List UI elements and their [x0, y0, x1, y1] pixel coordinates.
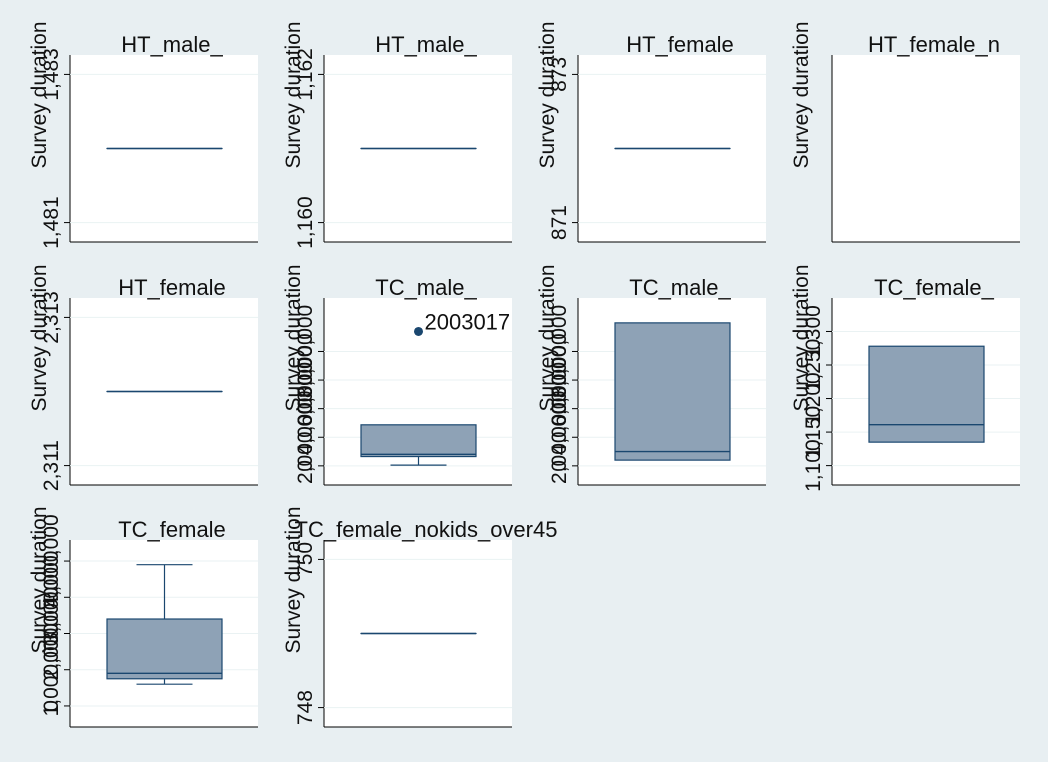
y-axis-label: Survey duration [536, 21, 559, 168]
y-axis-label: Survey duration [282, 506, 305, 653]
panel-title: TC_male_ [629, 275, 731, 300]
y-tick-label: 1,150 [802, 406, 825, 459]
y-tick-label: 1,162 [294, 48, 317, 101]
y-tick-label: 1,100 [802, 439, 825, 492]
panel-title: HT_female [626, 32, 734, 57]
panel-7: TC_male_ Survey duration 02,000,0004,000,0… [536, 264, 766, 486]
outlier-label: 2003017 [425, 309, 511, 334]
y-tick-label: 0 [548, 460, 571, 472]
box [868, 345, 985, 443]
y-tick-label: 2,000,000 [40, 587, 63, 680]
panel-title: HT_female [118, 275, 226, 300]
y-tick-label: 6,000,000 [548, 333, 571, 426]
y-axis-label: Survey duration [536, 264, 559, 411]
panel-title: TC_female [118, 517, 226, 542]
y-tick-label: 0 [40, 700, 63, 712]
y-axis-label: Survey duration [28, 21, 51, 168]
y-tick-label: 4,000,000 [40, 514, 63, 607]
y-axis-label: Survey duration [28, 506, 51, 653]
y-tick-label: 0 [294, 460, 317, 472]
y-tick-label: 8,000,000 [294, 305, 317, 398]
panel-3: HT_female Survey duration 871 873 [536, 21, 766, 243]
y-axis-label: Survey duration [282, 264, 305, 411]
y-tick-label: 1,250 [802, 339, 825, 392]
y-tick-label: 1,300 [802, 305, 825, 358]
panel-title: HT_male_ [121, 32, 223, 57]
y-axis-label: Survey duration [790, 264, 813, 411]
panel-title: HT_male_ [375, 32, 477, 57]
box [106, 618, 223, 680]
y-tick-label: 4,000,000 [548, 362, 571, 455]
y-axis-label: Survey duration [790, 21, 813, 168]
panel-6: TC_male_ Survey duration 02,000,0004,000,0… [282, 264, 512, 486]
y-tick-label: 1,481 [40, 196, 63, 249]
panel-title: TC_female_ [874, 275, 995, 300]
panel-4: HT_female_n Survey duration [790, 21, 1020, 243]
y-tick-label: 1,483 [40, 48, 63, 101]
panel-8: TC_female_ Survey duration 1,1001,1501,200… [790, 264, 1020, 492]
y-tick-label: 873 [548, 57, 571, 92]
y-tick-label: 6,000,000 [294, 333, 317, 426]
panel-title: TC_female_nokids_over45 [295, 517, 558, 542]
y-tick-label: 748 [294, 690, 317, 725]
y-tick-label: 4,000,000 [294, 362, 317, 455]
panel-2: HT_male_ Survey duration 1,160 1,162 [282, 21, 512, 249]
panel-5: HT_female Survey duration 2,311 2,313 [28, 264, 258, 491]
y-tick-label: 8,000,000 [548, 305, 571, 398]
y-axis-label: Survey duration [282, 21, 305, 168]
y-tick-label: 871 [548, 205, 571, 240]
y-axis-label: Survey duration [28, 264, 51, 411]
panel-title: HT_female_n [868, 32, 1000, 57]
plot-area [832, 55, 1020, 242]
box [360, 424, 477, 458]
panel-1: HT_male_ Survey duration 1,481 1,483 [28, 21, 258, 249]
y-tick-label: 2,000,000 [548, 391, 571, 484]
y-tick-label: 2,000,000 [294, 391, 317, 484]
y-tick-label: 1,160 [294, 196, 317, 249]
y-tick-label: 1,000,000 [40, 623, 63, 716]
y-tick-label: 2,311 [40, 440, 63, 491]
box [614, 322, 731, 461]
y-tick-label: 3,000,000 [40, 551, 63, 644]
y-tick-label: 750 [294, 542, 317, 577]
y-tick-label: 1,200 [802, 372, 825, 425]
outlier-point [414, 326, 423, 336]
panel-9: TC_female Survey duration 01,000,0002,000,… [28, 506, 258, 728]
panel-title: TC_male_ [375, 275, 477, 300]
y-tick-label: 2,313 [40, 291, 63, 344]
